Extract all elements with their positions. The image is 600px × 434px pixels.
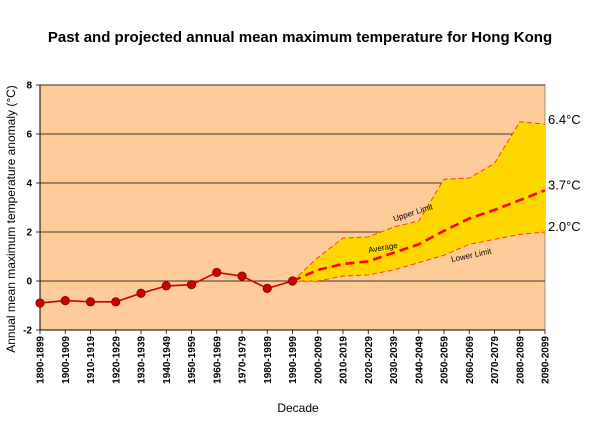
observed-point <box>85 297 96 307</box>
y-tick-label: 4 <box>26 179 32 190</box>
end-label-lower: 2.0°C <box>548 219 581 234</box>
x-tick-label: 1950-1959 <box>187 336 198 384</box>
x-tick-label: 1960-1969 <box>212 336 223 384</box>
observed-point <box>186 280 197 290</box>
x-tick-label: 2010-2019 <box>339 336 350 384</box>
plot-area: -2 0 2 4 6 8 1890-1899 1900-1909 1910-1919 1920-1… <box>23 81 581 384</box>
x-tick-label: 2050-2059 <box>440 336 451 384</box>
y-tick-label: 0 <box>26 277 32 288</box>
x-tick-label: 2060-2069 <box>465 336 476 384</box>
chart-title: Past and projected annual mean maximum t… <box>48 29 552 46</box>
x-tick-label: 1970-1979 <box>238 336 249 384</box>
x-tick-label: 2040-2049 <box>414 336 425 384</box>
observed-point <box>60 295 70 306</box>
y-axis-label: Annual mean maximum temperature anomaly … <box>4 85 18 353</box>
observed-point <box>111 297 121 307</box>
x-tick-label: 2070-2079 <box>490 336 501 384</box>
x-tick-label: 1940-1949 <box>162 336 173 384</box>
observed-point <box>136 288 146 298</box>
projection-band <box>292 121 545 281</box>
observed-point <box>212 267 222 278</box>
y-tick-label: 8 <box>26 81 32 92</box>
x-tick-label: 2030-2039 <box>389 336 400 384</box>
x-tick-label: 1910-1919 <box>86 336 97 384</box>
observed-point <box>35 298 45 308</box>
x-tick-label: 1990-1999 <box>288 336 299 384</box>
x-tick-label: 2080-2089 <box>515 336 526 384</box>
x-tick-label: 1980-1989 <box>263 336 274 384</box>
observed-point <box>262 283 272 293</box>
y-tick-label: 2 <box>26 228 32 239</box>
lower-line <box>292 231 546 282</box>
observed-point <box>287 276 298 286</box>
x-tick-label: 1920-1929 <box>111 336 122 384</box>
average-line <box>291 189 546 283</box>
x-tick-label: 1900-1909 <box>61 336 72 384</box>
x-tick-label: 2020-2029 <box>364 336 375 384</box>
end-label-upper: 6.4°C <box>548 112 581 127</box>
x-axis-label: Decade <box>277 401 319 415</box>
y-tick-label: 6 <box>26 130 32 141</box>
observed-point <box>237 271 247 281</box>
end-label-average: 3.7°C <box>548 177 581 192</box>
x-tick-label: 2090-2099 <box>541 336 552 384</box>
upper-line <box>292 121 546 282</box>
x-tick-label: 1890-1899 <box>36 336 47 384</box>
x-tick-label: 2000-2009 <box>313 336 324 384</box>
observed-point <box>161 281 171 291</box>
x-tick-label: 1930-1939 <box>137 336 148 384</box>
y-tick-label: -2 <box>23 326 32 337</box>
